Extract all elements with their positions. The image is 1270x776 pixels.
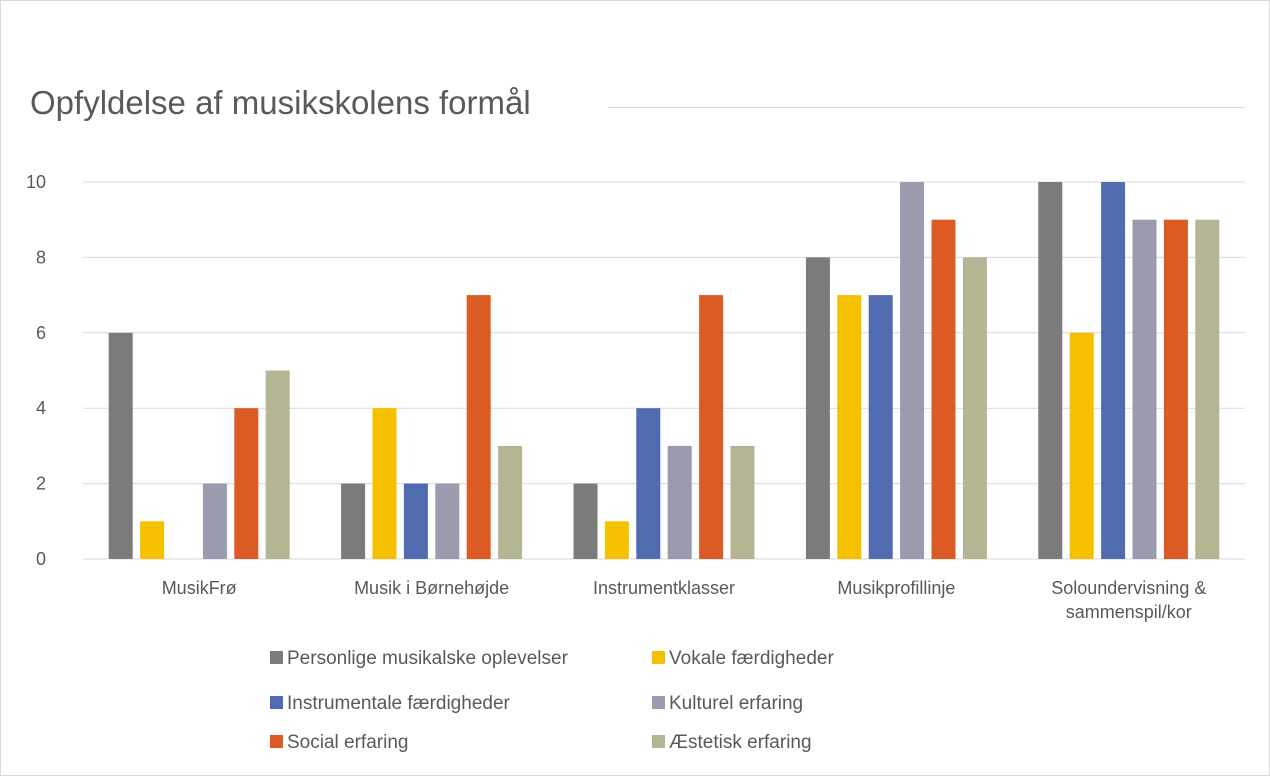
- category-label-line: Musik i Børnehøjde: [354, 578, 509, 598]
- bar-6-3: [730, 445, 755, 559]
- y-tick-label: 6: [36, 323, 46, 343]
- bar-5-4: [931, 219, 956, 559]
- legend-swatch: [652, 735, 665, 748]
- bar-2-4: [837, 295, 862, 559]
- legend-label: Æstetisk erfaring: [669, 732, 812, 753]
- bar-3-5: [1101, 182, 1126, 559]
- bar-6-1: [265, 370, 290, 559]
- bar-1-3: [573, 483, 598, 559]
- bar-6-4: [962, 257, 987, 559]
- chart-title: Opfyldelse af musikskolens formål: [30, 84, 531, 121]
- legend-swatch: [652, 651, 665, 664]
- bar-3-2: [403, 483, 428, 559]
- y-axis-ticks: 0 2 4 6 8 10: [26, 172, 46, 569]
- category-label-line: Soloundervisning &: [1051, 578, 1206, 598]
- bar-2-1: [140, 521, 165, 559]
- category-label-line: Instrumentklasser: [593, 578, 735, 598]
- bar-3-4: [868, 295, 893, 559]
- legend-label: Instrumentale færdigheder: [287, 693, 511, 714]
- legend: Personlige musikalske oplevelser Vokale f…: [270, 648, 834, 753]
- bar-2-2: [372, 408, 397, 559]
- bar-5-5: [1163, 219, 1188, 559]
- legend-swatch: [652, 696, 665, 709]
- category-label: Instrumentklasser: [593, 578, 735, 598]
- bar-2-5: [1069, 332, 1094, 559]
- bars: [108, 182, 1220, 559]
- category-label: Musik i Børnehøjde: [354, 578, 509, 598]
- bar-4-1: [202, 483, 227, 559]
- bar-4-4: [900, 182, 925, 559]
- title-rule: [608, 107, 1245, 108]
- bar-5-3: [699, 295, 724, 559]
- bar-4-2: [435, 483, 460, 559]
- y-tick-label: 2: [36, 474, 46, 494]
- bar-6-5: [1195, 219, 1220, 559]
- bar-3-3: [636, 408, 661, 559]
- category-label: Soloundervisning & sammenspil/kor: [1051, 578, 1206, 622]
- bar-5-1: [234, 408, 259, 559]
- bar-1-2: [341, 483, 366, 559]
- bar-1-1: [108, 332, 133, 559]
- category-label: Musikprofillinje: [837, 578, 955, 598]
- legend-swatch: [270, 696, 283, 709]
- bar-2-3: [604, 521, 629, 559]
- y-tick-label: 4: [36, 398, 46, 418]
- legend-swatch: [270, 735, 283, 748]
- bar-4-5: [1132, 219, 1157, 559]
- bar-1-4: [805, 257, 830, 559]
- y-tick-label: 0: [36, 549, 46, 569]
- bar-1-5: [1038, 182, 1063, 559]
- category-labels: MusikFrø Musik i Børnehøjde Instrumentklas…: [162, 578, 1207, 622]
- legend-label: Vokale færdigheder: [669, 648, 834, 669]
- y-tick-label: 8: [36, 247, 46, 267]
- category-label-line: MusikFrø: [162, 578, 237, 598]
- category-label-line: sammenspil/kor: [1066, 602, 1192, 622]
- legend-label: Personlige musikalske oplevelser: [287, 648, 569, 669]
- bar-4-3: [667, 445, 692, 559]
- category-label: MusikFrø: [162, 578, 237, 598]
- y-tick-label: 10: [26, 172, 46, 192]
- legend-label: Kulturel erfaring: [669, 693, 803, 714]
- legend-swatch: [270, 651, 283, 664]
- bar-6-2: [498, 445, 523, 559]
- category-label-line: Musikprofillinje: [837, 578, 955, 598]
- legend-label: Social erfaring: [287, 732, 408, 753]
- bar-5-2: [466, 295, 491, 559]
